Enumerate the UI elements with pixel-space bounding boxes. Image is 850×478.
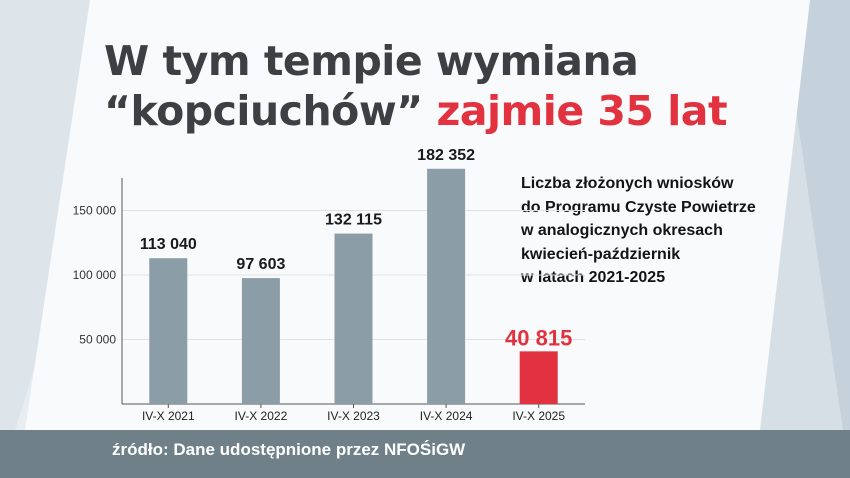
title-line-1: W tym tempie wymiana: [104, 37, 639, 85]
source-note: źródło: Dane udostępnione przez NFOŚiGW: [112, 440, 466, 459]
title-line-2-part-1: “kopciuchów”: [104, 87, 423, 135]
chart-description: Liczba złożonych wniosków do Programu Cz…: [521, 175, 756, 286]
title-line-2-highlight: zajmie 35 lat: [436, 87, 728, 135]
x-tick-label: IV-X 2021: [142, 409, 195, 423]
data-label: 97 603: [236, 256, 285, 273]
x-tick-label: IV-X 2025: [512, 409, 565, 423]
x-tick-label: IV-X 2023: [327, 409, 380, 423]
data-label: 113 040: [140, 236, 197, 253]
chart-title: W tym tempie wymiana “kopciuchów” zajmie…: [104, 36, 728, 136]
x-tick-label: IV-X 2024: [420, 409, 473, 423]
x-tick-label: IV-X 2022: [235, 409, 288, 423]
data-label: 182 352: [417, 147, 475, 164]
y-tick-label: 50 000: [79, 333, 116, 347]
bar: [519, 351, 558, 404]
bar: [334, 233, 373, 404]
y-tick-label: 150 000: [73, 204, 117, 218]
data-label: 40 815: [505, 325, 572, 350]
footer-bar: [0, 430, 850, 478]
bar: [241, 278, 280, 404]
data-label: 132 115: [325, 212, 382, 229]
bar: [149, 258, 188, 404]
bar: [427, 168, 466, 404]
y-tick-label: 100 000: [73, 268, 117, 282]
